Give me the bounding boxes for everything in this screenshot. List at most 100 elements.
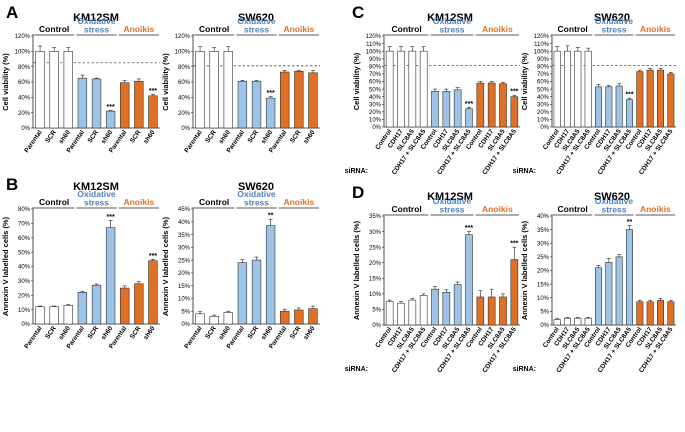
bar-anoikis <box>487 296 496 326</box>
bar-anoikis <box>510 259 519 326</box>
bar-control <box>584 50 592 128</box>
chart-title: KM12SM <box>427 191 473 203</box>
bar-control <box>385 301 394 326</box>
y-tick-label: 80% <box>369 65 382 71</box>
y-tick-label: 100% <box>175 50 191 56</box>
bar-anoikis <box>294 309 304 325</box>
bar-control <box>223 312 233 325</box>
y-tick-label: 0% <box>21 322 30 328</box>
x-tick-label: SCR <box>204 129 218 145</box>
bar-control <box>49 306 59 325</box>
bar-control <box>209 51 219 129</box>
bar-oxidative <box>77 292 88 325</box>
significance-label: *** <box>465 225 473 232</box>
bar-oxidative <box>605 86 613 128</box>
bar-control <box>419 295 428 326</box>
y-tick-label: 5% <box>540 310 549 316</box>
y-tick-label: 120% <box>534 34 550 40</box>
y-tick-label: 0% <box>540 323 549 329</box>
bar-anoikis <box>476 82 485 128</box>
group-label: Control <box>39 24 69 34</box>
y-tick-label: 90% <box>369 57 382 63</box>
bar-oxidative <box>251 80 262 129</box>
significance-label: *** <box>510 89 518 96</box>
bar-control <box>195 51 205 129</box>
x-tick-label: SCR <box>204 325 218 341</box>
bar-oxidative <box>625 229 634 326</box>
bar-anoikis <box>148 260 158 325</box>
y-tick-label: 50% <box>537 87 550 93</box>
bar-control <box>385 50 394 128</box>
chart-title: KM12SM <box>427 12 473 24</box>
y-tick-label: 30% <box>537 102 550 108</box>
bar-anoikis <box>656 69 665 128</box>
x-tick-label: SCR <box>289 325 303 341</box>
y-axis-label: Annexin V labelled cells (%) <box>1 216 10 316</box>
group-label: Oxidative stress <box>595 196 634 215</box>
y-tick-label: 25% <box>178 258 191 264</box>
bar-oxidative <box>265 97 276 129</box>
group-label: Oxidative stress <box>237 189 276 208</box>
bar-anoikis <box>646 301 654 326</box>
y-tick-label: 0% <box>21 126 30 132</box>
bar-oxidative <box>431 91 439 128</box>
bar-control <box>563 317 572 326</box>
significance-label: *** <box>267 90 275 97</box>
group-label: Anoikis <box>283 24 314 34</box>
significance-label: *** <box>149 253 157 260</box>
x-tick-label: SCR <box>289 129 303 145</box>
bar-anoikis <box>487 82 496 128</box>
x-tick-label: sh60 <box>142 129 156 145</box>
bar-oxidative <box>453 89 462 128</box>
sirna-prefix-label: siRNA: <box>345 366 368 373</box>
group-label: Oxidative stress <box>433 16 472 35</box>
bar-anoikis <box>308 308 318 325</box>
bar-anoikis <box>656 300 665 326</box>
bar-anoikis <box>636 301 644 326</box>
bar-control <box>419 50 428 128</box>
y-tick-label: 5% <box>181 309 190 315</box>
group-label: Anoikis <box>640 24 671 34</box>
y-tick-label: 30% <box>369 102 382 108</box>
group-label: Anoikis <box>482 204 513 214</box>
group-label: Anoikis <box>123 24 154 34</box>
y-tick-label: 10% <box>18 308 31 314</box>
y-tick-label: 40% <box>18 265 31 271</box>
bar-control <box>563 50 572 128</box>
bar-oxidative <box>453 284 462 326</box>
y-tick-label: 15% <box>369 276 382 282</box>
y-tick-label: 110% <box>366 42 382 48</box>
y-tick-label: 100% <box>15 50 31 56</box>
bar-anoikis <box>476 296 485 326</box>
chart-title: KM12SM <box>73 181 119 193</box>
chart-title: SW620 <box>594 12 630 24</box>
x-tick-label: Parental <box>23 325 44 350</box>
x-tick-label: sh60 <box>302 325 316 341</box>
significance-label: *** <box>510 241 518 248</box>
significance-label: *** <box>149 88 157 95</box>
y-tick-label: 120% <box>15 34 31 40</box>
sirna-prefix-label: siRNA: <box>513 366 536 373</box>
chart-D2: SW620 0% 5% 10% 15% 20% 25% 30% 35% 40% Annexin V … <box>513 191 676 374</box>
y-tick-label: 70% <box>369 72 382 78</box>
bar-anoikis <box>148 95 158 129</box>
y-tick-label: 0% <box>372 323 381 329</box>
bar-anoikis <box>280 310 290 325</box>
x-tick-label: SCR <box>129 325 143 341</box>
y-tick-label: 70% <box>18 222 31 228</box>
y-tick-label: 10% <box>178 297 191 303</box>
y-tick-label: 120% <box>366 34 382 40</box>
bar-control <box>553 50 561 128</box>
y-tick-label: 30% <box>178 246 191 252</box>
bar-oxidative <box>594 86 603 128</box>
group-label: Control <box>558 24 588 34</box>
bar-anoikis <box>120 82 130 129</box>
bar-oxidative <box>625 99 634 128</box>
group-label: Control <box>39 197 69 207</box>
y-tick-label: 90% <box>537 57 550 63</box>
y-tick-label: 0% <box>181 322 190 328</box>
panel-letter: D <box>352 183 364 202</box>
y-tick-label: 10% <box>537 296 550 302</box>
y-tick-label: 35% <box>537 228 550 234</box>
panel-letter: B <box>6 175 18 194</box>
